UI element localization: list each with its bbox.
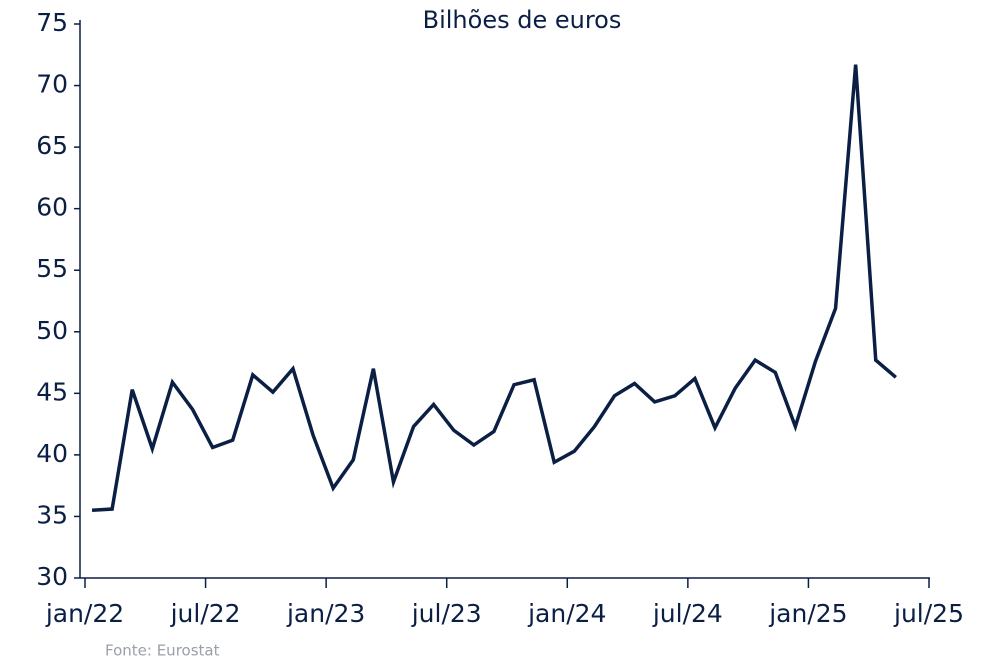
y-tick-label: 60 [36, 193, 68, 222]
x-tick-label: jul/22 [170, 599, 241, 628]
x-tick-label: jul/23 [411, 599, 482, 628]
y-tick-label: 70 [36, 70, 68, 99]
y-tick-label: 75 [36, 8, 68, 37]
y-tick-label: 50 [36, 316, 68, 345]
y-tick-label: 65 [36, 131, 68, 160]
y-tick-label: 40 [36, 439, 68, 468]
x-tick-label: jan/22 [45, 599, 124, 628]
x-tick-label: jan/23 [286, 599, 365, 628]
x-tick-label: jul/25 [893, 599, 964, 628]
data-line [91, 64, 897, 513]
y-tick-label: 55 [36, 254, 68, 283]
chart-subtitle: Bilhões de euros [423, 6, 622, 34]
x-tick-label: jul/24 [652, 599, 723, 628]
y-tick-label: 35 [36, 500, 68, 529]
y-tick-label: 45 [36, 377, 68, 406]
x-tick-label: jan/25 [768, 599, 847, 628]
y-tick-label: 30 [36, 562, 68, 591]
x-tick-label: jan/24 [527, 599, 606, 628]
source-note: Fonte: Eurostat [105, 642, 220, 660]
